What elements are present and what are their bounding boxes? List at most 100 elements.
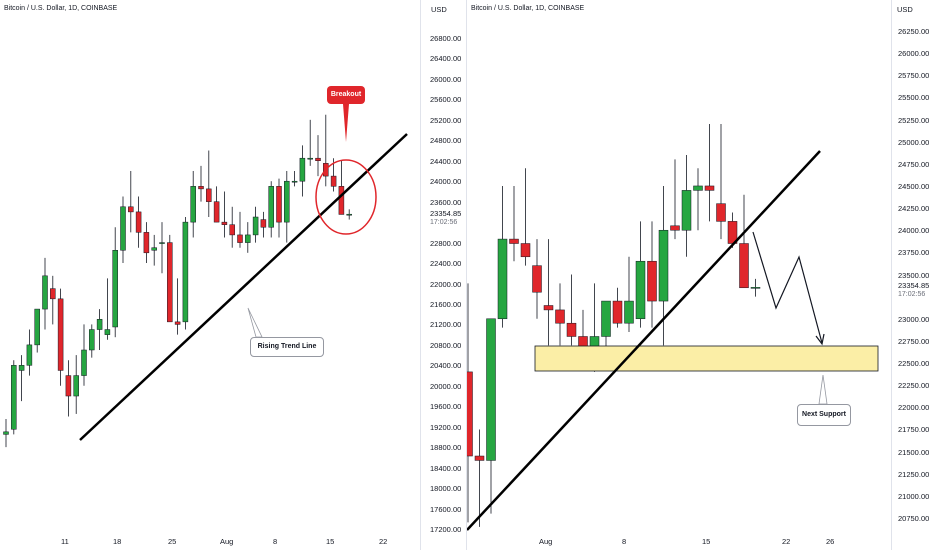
time-tick-label: 8 bbox=[273, 537, 278, 546]
time-tick-label: 18 bbox=[113, 537, 122, 546]
price-tick-label: 17600.00 bbox=[430, 504, 462, 514]
time-tick-label: Aug bbox=[220, 537, 234, 546]
right-chart-canvas[interactable] bbox=[467, 0, 932, 550]
candle-body bbox=[57, 298, 64, 371]
candle-body bbox=[50, 288, 56, 300]
candle-body bbox=[260, 219, 267, 228]
candle-body bbox=[11, 365, 17, 430]
price-tick-label: 25750.00 bbox=[898, 71, 930, 81]
left-currency-label: USD bbox=[431, 5, 447, 14]
right-price-axis[interactable]: USD 26250.00 26000.00 25750.00 25500.00 2525… bbox=[891, 0, 932, 550]
candle-body bbox=[18, 365, 25, 371]
price-tick-label: 18400.00 bbox=[430, 463, 462, 473]
candle-body bbox=[245, 234, 251, 243]
time-tick-label: 22 bbox=[379, 537, 388, 546]
price-tick-label: 23000.00 bbox=[898, 314, 930, 324]
candle-body bbox=[670, 225, 680, 231]
price-tick-label: 22500.00 bbox=[898, 359, 930, 369]
candle-body bbox=[635, 260, 646, 320]
candle-body bbox=[221, 221, 228, 225]
price-tick-label: 22000.00 bbox=[430, 279, 462, 289]
price-tick-label: 22750.00 bbox=[898, 336, 930, 346]
price-tick-label: 20000.00 bbox=[430, 381, 462, 391]
price-tick-label: 22000.00 bbox=[898, 403, 930, 413]
price-tick-label: 26000.00 bbox=[430, 74, 462, 84]
price-tick-label: 20400.00 bbox=[430, 361, 462, 371]
candle-body bbox=[159, 242, 165, 244]
right-chart-panel[interactable]: Bitcoin / U.S. Dollar, 1D, COINBASE USD … bbox=[466, 0, 932, 550]
time-tick-label: 25 bbox=[168, 537, 177, 546]
price-tick-label: 20800.00 bbox=[430, 340, 462, 350]
price-tick-label: 24750.00 bbox=[898, 159, 930, 169]
left-last-price: 23354.85 bbox=[430, 209, 462, 218]
candle-body bbox=[26, 344, 33, 366]
time-tick-label: 15 bbox=[702, 537, 711, 546]
candle-body bbox=[112, 250, 118, 328]
price-tick-label: 18000.00 bbox=[430, 484, 462, 494]
right-chart-title: Bitcoin / U.S. Dollar, 1D, COINBASE bbox=[471, 5, 585, 12]
price-tick-label: 23600.00 bbox=[430, 197, 462, 207]
candle-body bbox=[120, 206, 126, 251]
time-tick-label: 15 bbox=[326, 537, 335, 546]
right-last-price: 23354.85 bbox=[898, 281, 930, 290]
candle-body bbox=[73, 375, 79, 397]
price-tick-label: 22250.00 bbox=[898, 381, 930, 391]
candle-body bbox=[237, 234, 243, 243]
breakout-callout: Breakout bbox=[327, 86, 365, 104]
broken-trend-line bbox=[467, 150, 821, 531]
candle-body bbox=[268, 186, 274, 228]
candle-body bbox=[81, 349, 87, 376]
candle-body bbox=[198, 186, 204, 190]
breakout-pointer bbox=[343, 104, 349, 142]
candle-body bbox=[128, 206, 134, 213]
price-tick-label: 25000.00 bbox=[898, 137, 930, 147]
candle-body bbox=[624, 300, 634, 324]
breakout-circle bbox=[315, 159, 377, 235]
price-tick-label: 22400.00 bbox=[430, 259, 462, 269]
price-tick-label: 21600.00 bbox=[430, 299, 462, 309]
left-chart-canvas[interactable] bbox=[0, 0, 466, 550]
left-chart-panel[interactable]: Bitcoin / U.S. Dollar, 1D, COINBASE USD … bbox=[0, 0, 467, 550]
candle-body bbox=[206, 188, 212, 202]
candle-body bbox=[135, 211, 142, 233]
candle-body bbox=[190, 186, 196, 223]
candle-body bbox=[151, 247, 157, 251]
candle-body bbox=[739, 243, 749, 289]
candle-body bbox=[520, 243, 531, 258]
time-tick-label: 11 bbox=[61, 537, 69, 546]
next-support-callout: Next Support bbox=[797, 404, 851, 426]
right-currency-label: USD bbox=[897, 5, 913, 14]
candle-body bbox=[104, 329, 111, 335]
trend-line-callout: Rising Trend Line bbox=[250, 337, 324, 357]
candle-body bbox=[486, 318, 496, 461]
left-price-axis[interactable]: USD 26800.00 26400.00 26000.00 25600.00 2520… bbox=[420, 0, 467, 550]
price-tick-label: 25500.00 bbox=[898, 93, 930, 103]
candle-body bbox=[213, 201, 220, 223]
price-tick-label: 24000.00 bbox=[430, 177, 462, 187]
candle-body bbox=[566, 322, 577, 337]
price-tick-label: 23750.00 bbox=[898, 248, 930, 258]
candle-body bbox=[338, 186, 345, 215]
left-countdown: 17:02:56 bbox=[430, 219, 458, 226]
candle-body bbox=[716, 203, 726, 222]
candle-body bbox=[299, 157, 306, 182]
price-tick-label: 21500.00 bbox=[898, 447, 930, 457]
price-tick-label: 21250.00 bbox=[898, 469, 930, 479]
price-tick-label: 18800.00 bbox=[430, 443, 462, 453]
candle-body bbox=[330, 175, 337, 187]
candle-body bbox=[346, 213, 352, 216]
price-tick-label: 22800.00 bbox=[430, 238, 462, 248]
price-tick-label: 26250.00 bbox=[898, 27, 930, 36]
price-tick-label: 25200.00 bbox=[430, 115, 462, 125]
price-tick-label: 26000.00 bbox=[898, 49, 930, 59]
candle-body bbox=[543, 305, 554, 311]
candle-body bbox=[284, 180, 290, 223]
candle-body bbox=[693, 185, 703, 191]
time-tick-label: Aug bbox=[539, 537, 553, 546]
candle-body bbox=[167, 242, 173, 323]
price-tick-label: 19200.00 bbox=[430, 422, 462, 432]
candle-body bbox=[467, 371, 473, 457]
price-tick-label: 21000.00 bbox=[898, 491, 930, 501]
candle-body bbox=[42, 275, 48, 310]
price-tick-label: 24500.00 bbox=[898, 181, 930, 191]
